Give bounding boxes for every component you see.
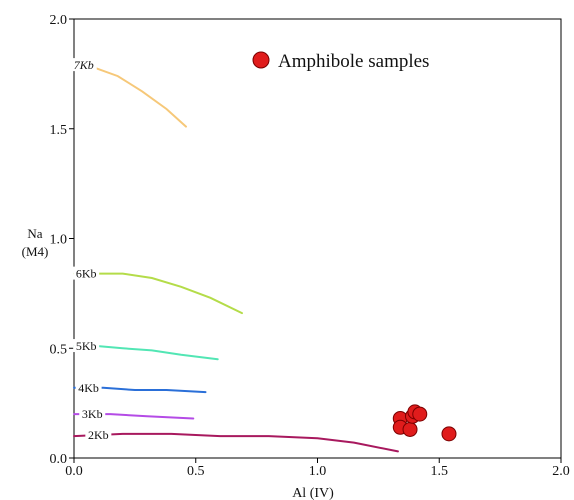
x-tick-label: 0.0 <box>65 464 83 479</box>
y-tick-label: 0.0 <box>50 452 68 467</box>
y-axis-label-line2: (M4) <box>22 244 49 259</box>
isobar-label-bg <box>79 407 106 421</box>
isobar-label-bg <box>75 380 102 394</box>
isobar-label-bg <box>70 58 97 72</box>
isobar-label: 5Kb <box>76 339 97 353</box>
x-tick-label: 1.0 <box>309 464 327 479</box>
legend: Amphibole samples <box>252 51 429 72</box>
y-tick-label: 1.5 <box>50 123 68 138</box>
y-axis-label-line1: Na <box>27 226 42 241</box>
y-tick-label: 1.0 <box>50 233 68 248</box>
isobar-label: 3Kb <box>82 407 103 421</box>
isobar-2kb <box>73 432 399 453</box>
isobar-label-bg <box>85 427 112 441</box>
y-tick-label: 2.0 <box>50 13 68 28</box>
y-tick-label: 0.5 <box>50 342 68 357</box>
sample-point <box>412 406 428 422</box>
isobar-label: 6Kb <box>76 267 97 281</box>
isobar-label: 2Kb <box>88 428 109 442</box>
legend-marker <box>252 51 270 69</box>
x-tick-label: 2.0 <box>552 464 570 479</box>
sample-point <box>402 421 418 437</box>
sample-point <box>441 426 457 442</box>
x-axis-label: Al (IV) <box>292 486 334 500</box>
isobar-label-bg <box>73 266 100 280</box>
plot-frame <box>73 18 562 459</box>
legend-label: Amphibole samples <box>278 51 429 72</box>
isobar-label: 7Kb <box>74 58 94 72</box>
isobar-label: 4Kb <box>78 381 99 395</box>
x-tick-label: 1.5 <box>431 464 449 479</box>
isobar-label-bg <box>73 339 100 353</box>
x-tick-label: 0.5 <box>187 464 205 479</box>
